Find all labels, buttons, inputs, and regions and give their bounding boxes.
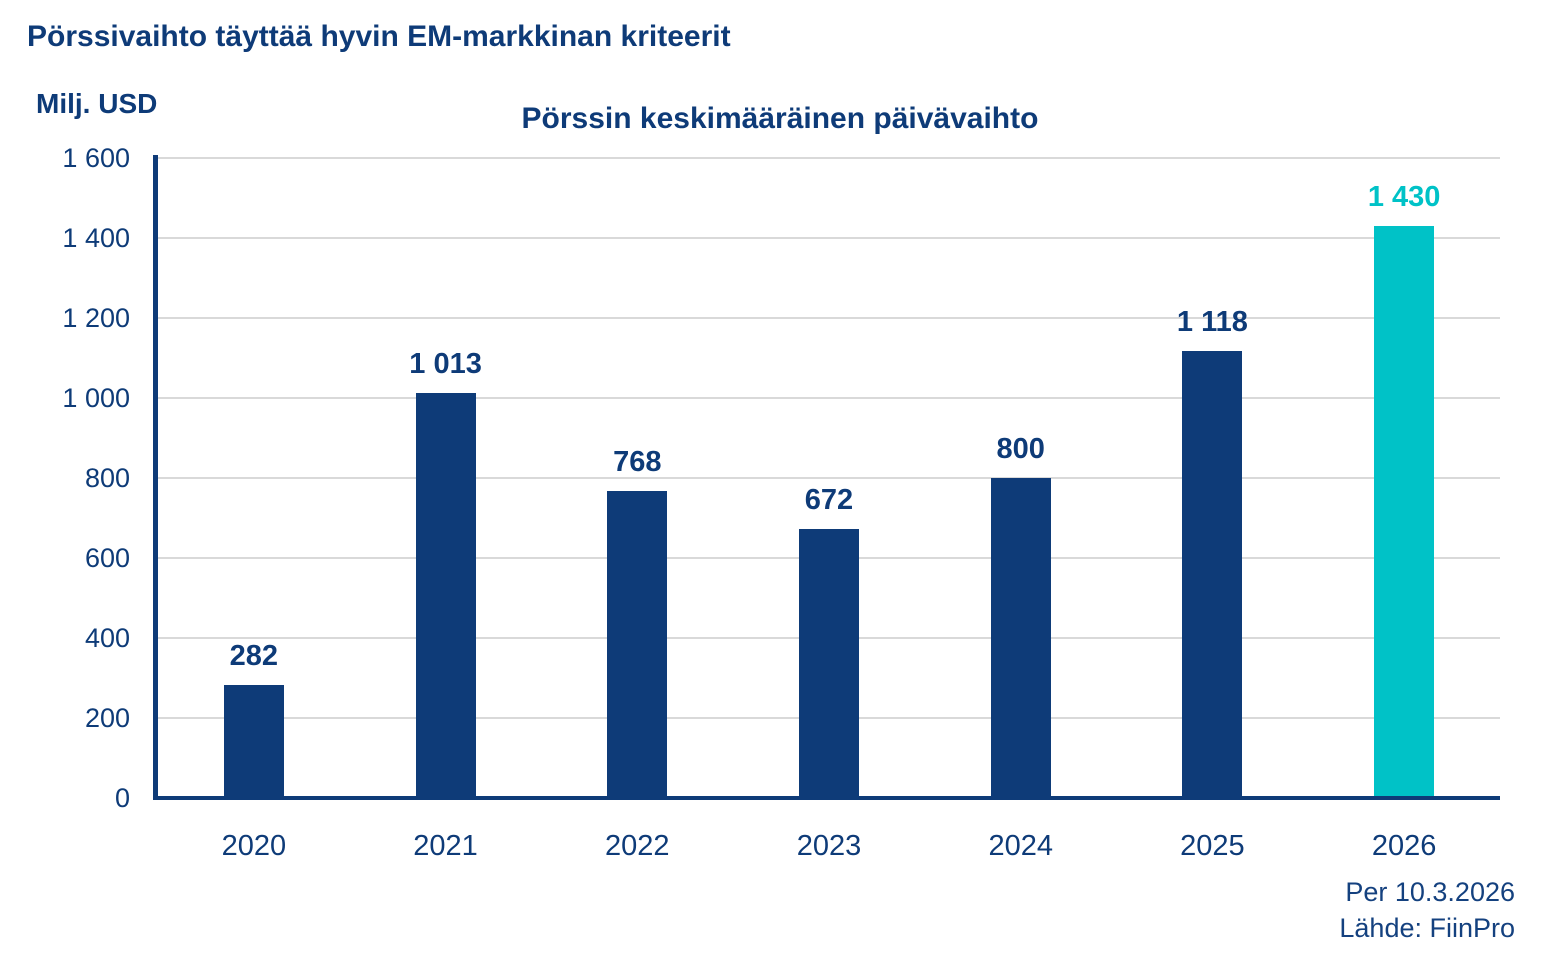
bar-2020 xyxy=(223,685,284,798)
y-axis-tick-label: 200 xyxy=(84,703,130,733)
footnote-date: Per 10.3.2026 xyxy=(1345,877,1515,907)
y-axis-tick-label: 1 600 xyxy=(62,143,130,173)
y-axis-tick-labels: 0 200 400 600 800 1 000 1 200 1 400 1 600 xyxy=(0,143,130,813)
x-axis-label-2023: 2023 xyxy=(796,830,862,862)
y-axis-tick-label: 1 200 xyxy=(62,303,130,333)
x-axis-label-2026: 2026 xyxy=(1371,830,1437,862)
bar-2023 xyxy=(799,529,859,798)
footnote-source: Lähde: FiinPro xyxy=(1339,913,1515,943)
bar-2021 xyxy=(415,392,476,798)
page-title: Pörssivaihto täyttää hyvin EM-markkinan … xyxy=(27,20,731,53)
plot-area: 282 2020 1 013 2021 768 2022 672 2023 800 2024 1 1… xyxy=(158,157,1500,862)
bar-2022 xyxy=(607,490,668,798)
y-axis-line xyxy=(153,155,158,800)
gridline xyxy=(158,397,1500,399)
bar-value-label: 672 xyxy=(804,484,854,517)
gridline xyxy=(158,237,1500,239)
y-axis-unit-label: Milj. USD xyxy=(36,88,158,119)
x-axis-label-2025: 2025 xyxy=(1180,830,1245,862)
y-axis-tick-label: 400 xyxy=(84,623,130,653)
bar-value-label: 282 xyxy=(229,640,279,673)
x-axis-line xyxy=(153,796,1500,800)
x-axis-label-2022: 2022 xyxy=(605,830,670,862)
bar-value-label: 1 430 xyxy=(1367,181,1441,213)
y-axis-tick-label: 0 xyxy=(114,783,130,813)
bar-2025 xyxy=(1182,350,1243,798)
x-axis-label-2021: 2021 xyxy=(413,830,478,862)
gridline xyxy=(158,317,1500,319)
y-axis-tick-label: 1 400 xyxy=(62,223,130,253)
y-axis-tick-label: 1 000 xyxy=(62,383,130,413)
y-axis-tick-label: 800 xyxy=(84,463,130,493)
x-axis-label-2024: 2024 xyxy=(988,830,1053,862)
bar-value-label: 1 118 xyxy=(1176,305,1248,338)
gridline xyxy=(158,477,1500,479)
bar-2026 xyxy=(1374,226,1435,798)
bar-value-label: 1 013 xyxy=(409,347,482,380)
bar-2024 xyxy=(990,478,1051,798)
gridline xyxy=(158,157,1500,159)
y-axis-tick-label: 600 xyxy=(84,543,130,573)
x-axis-label-2020: 2020 xyxy=(221,830,287,862)
chart-title: Pörssin keskimääräinen päivävaihto xyxy=(521,102,1039,135)
bar-value-label: 800 xyxy=(996,433,1045,465)
chart-footnote: Per 10.3.2026 Lähde: FiinPro xyxy=(1339,874,1515,946)
bar-value-label: 768 xyxy=(613,445,662,478)
